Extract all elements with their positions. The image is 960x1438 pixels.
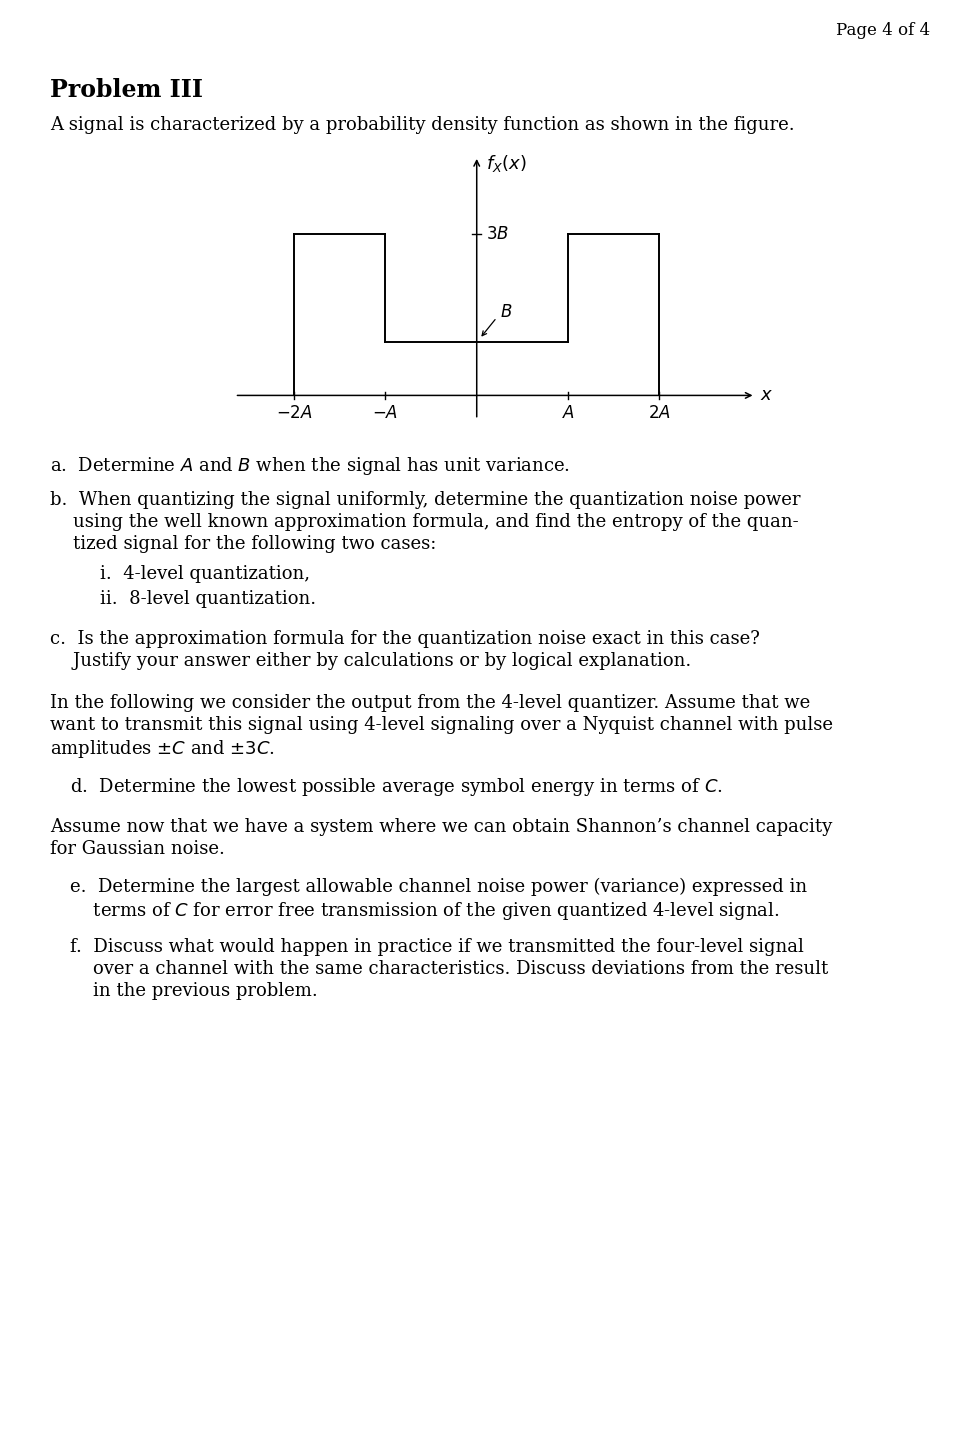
Text: Justify your answer either by calculations or by logical explanation.: Justify your answer either by calculatio… — [50, 651, 691, 670]
Text: over a channel with the same characteristics. Discuss deviations from the result: over a channel with the same characteris… — [70, 961, 828, 978]
Text: $x$: $x$ — [760, 387, 773, 404]
Text: $2A$: $2A$ — [648, 406, 671, 423]
Text: want to transmit this signal using 4-level signaling over a Nyquist channel with: want to transmit this signal using 4-lev… — [50, 716, 833, 733]
Text: $B$: $B$ — [499, 303, 512, 321]
Text: d.  Determine the lowest possible average symbol energy in terms of $C$.: d. Determine the lowest possible average… — [70, 777, 723, 798]
Text: $-A$: $-A$ — [372, 406, 398, 423]
Text: tized signal for the following two cases:: tized signal for the following two cases… — [50, 535, 437, 554]
Text: terms of $C$ for error free transmission of the given quantized 4-level signal.: terms of $C$ for error free transmission… — [70, 900, 780, 922]
Text: f.  Discuss what would happen in practice if we transmitted the four-level signa: f. Discuss what would happen in practice… — [70, 938, 804, 956]
Text: amplitudes $\pm C$ and $\pm 3C$.: amplitudes $\pm C$ and $\pm 3C$. — [50, 738, 275, 761]
Text: c.  Is the approximation formula for the quantization noise exact in this case?: c. Is the approximation formula for the … — [50, 630, 760, 649]
Text: Assume now that we have a system where we can obtain Shannon’s channel capacity: Assume now that we have a system where w… — [50, 818, 832, 835]
Text: in the previous problem.: in the previous problem. — [70, 982, 318, 999]
Text: $A$: $A$ — [562, 406, 575, 423]
Text: a.  Determine $A$ and $B$ when the signal has unit variance.: a. Determine $A$ and $B$ when the signal… — [50, 454, 570, 477]
Text: Page 4 of 4: Page 4 of 4 — [836, 22, 930, 39]
Text: In the following we consider the output from the 4-level quantizer. Assume that : In the following we consider the output … — [50, 695, 810, 712]
Text: using the well known approximation formula, and find the entropy of the quan-: using the well known approximation formu… — [50, 513, 799, 531]
Text: for Gaussian noise.: for Gaussian noise. — [50, 840, 225, 858]
Text: e.  Determine the largest allowable channel noise power (variance) expressed in: e. Determine the largest allowable chann… — [70, 879, 807, 896]
Text: $3B$: $3B$ — [486, 226, 509, 243]
Text: $f_X(x)$: $f_X(x)$ — [486, 154, 526, 174]
Text: Problem III: Problem III — [50, 78, 203, 102]
Text: i.  4-level quantization,: i. 4-level quantization, — [100, 565, 310, 582]
Text: $-2A$: $-2A$ — [276, 406, 312, 423]
Text: b.  When quantizing the signal uniformly, determine the quantization noise power: b. When quantizing the signal uniformly,… — [50, 490, 801, 509]
Text: ii.  8-level quantization.: ii. 8-level quantization. — [100, 590, 316, 608]
Text: A signal is characterized by a probability density function as shown in the figu: A signal is characterized by a probabili… — [50, 116, 795, 134]
